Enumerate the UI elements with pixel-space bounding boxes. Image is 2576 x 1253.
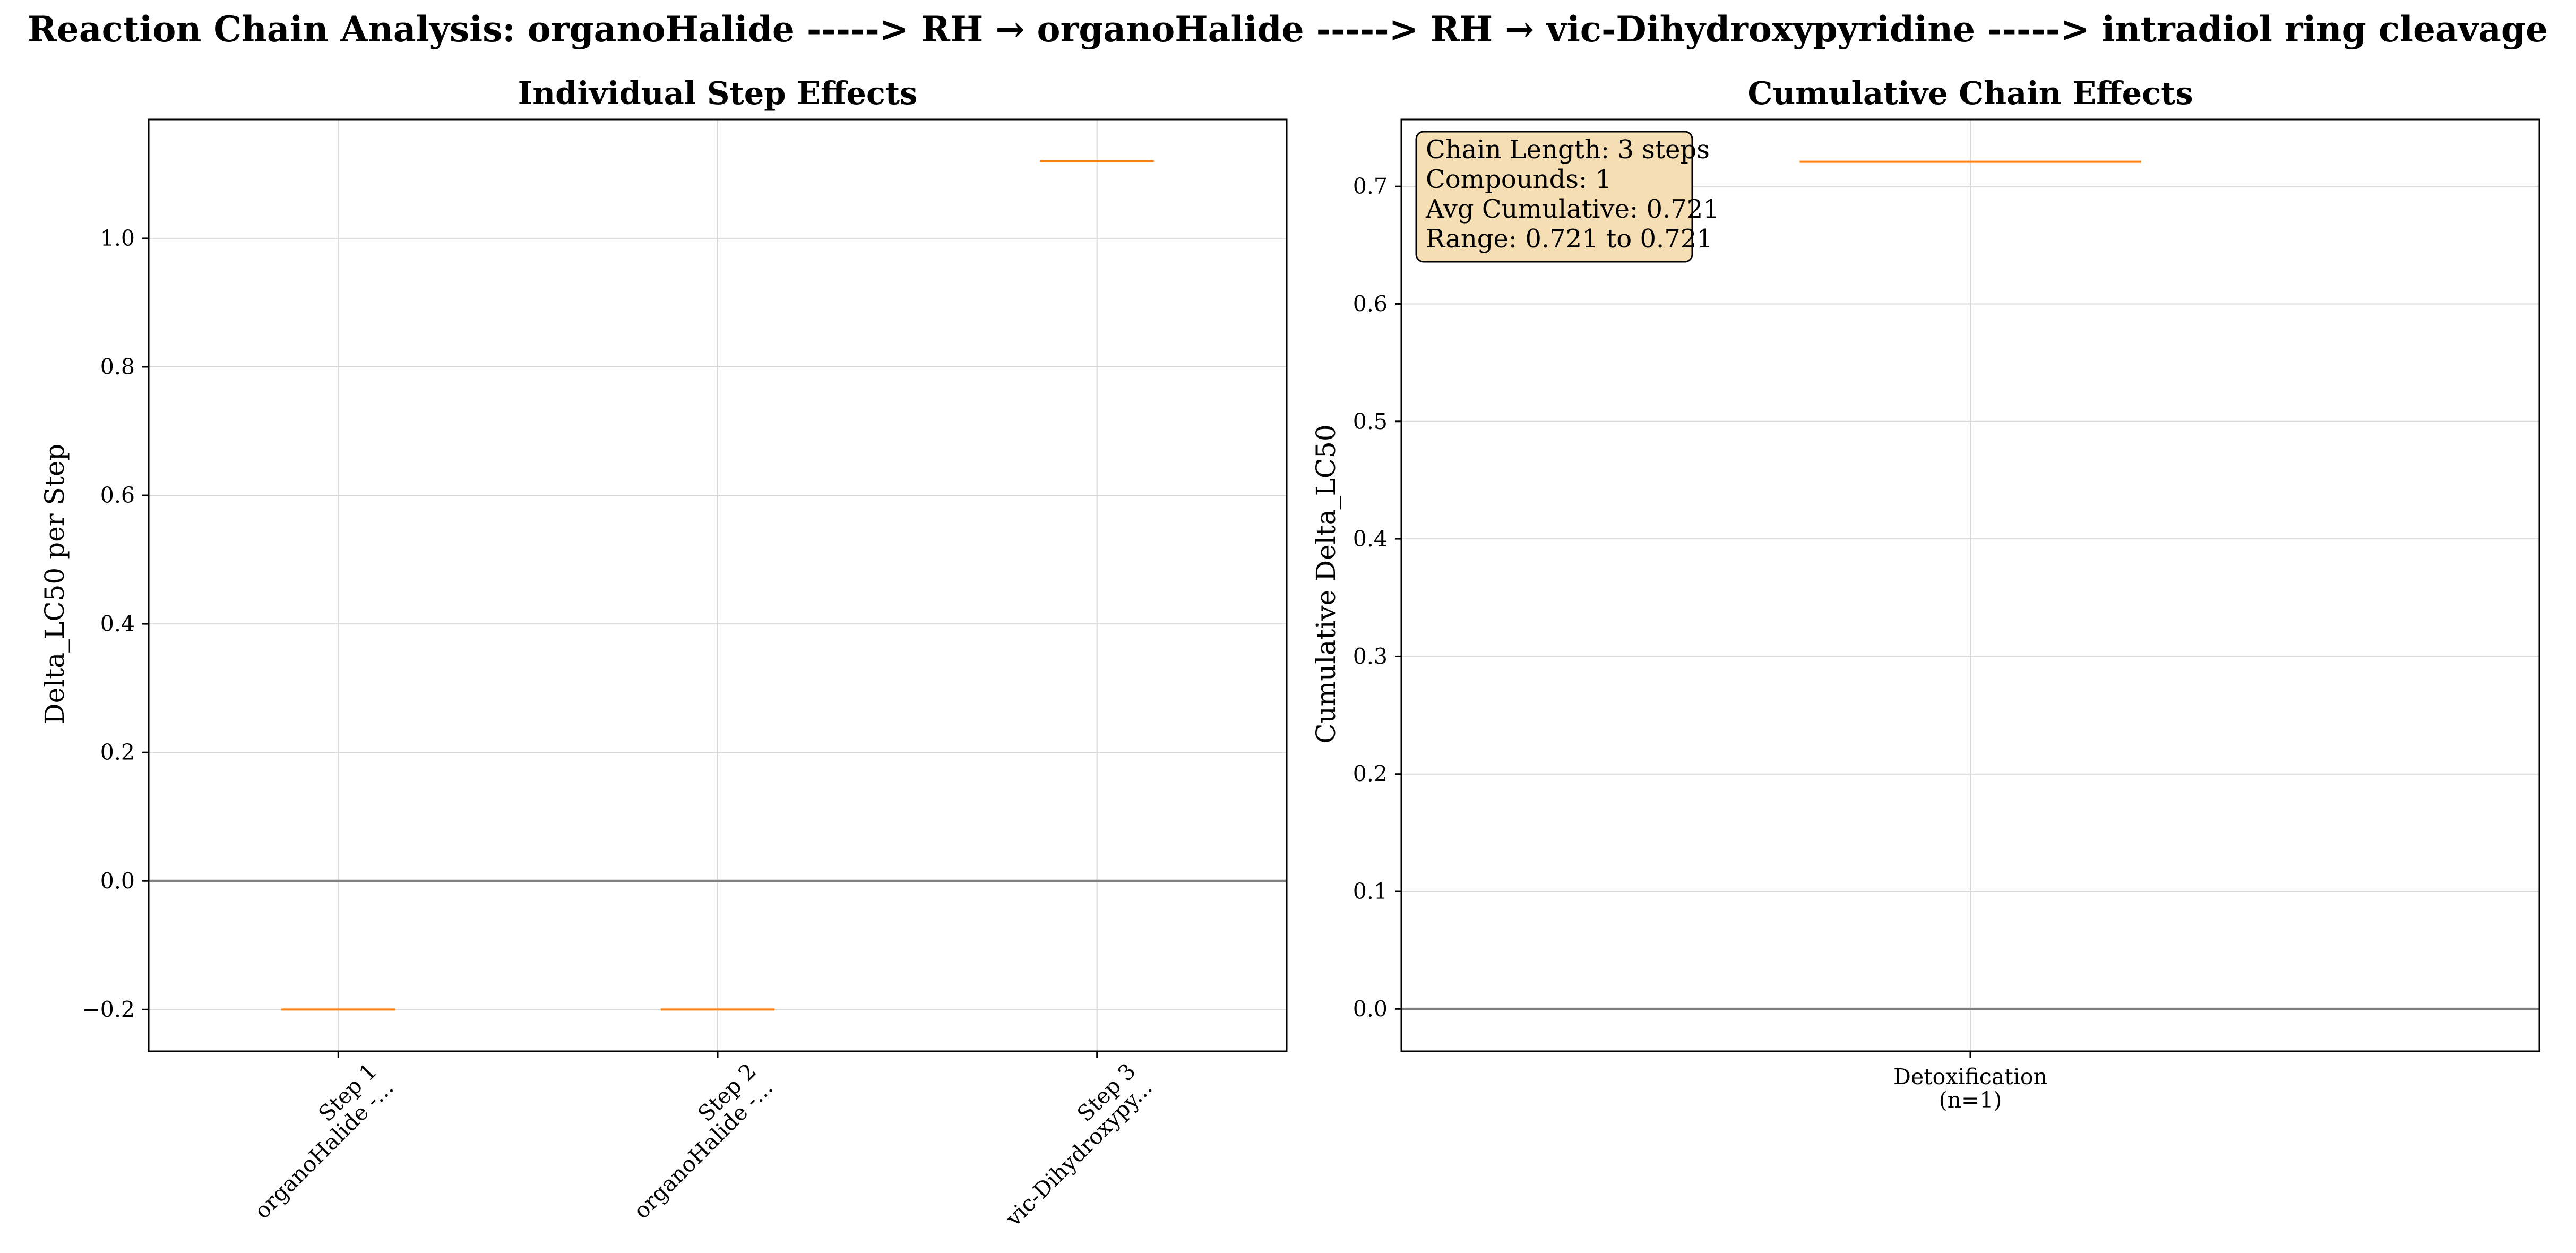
y-tick-label: 1.0 bbox=[100, 226, 135, 251]
x-tick-label-line2: organoHalide -... bbox=[249, 1075, 399, 1224]
x-axis: Detoxification(n=1) bbox=[1893, 1051, 2047, 1113]
y-axis-label: Cumulative Delta_LC50 bbox=[1311, 424, 1341, 743]
chart-title: Individual Step Effects bbox=[518, 75, 918, 111]
y-tick-label: 0.0 bbox=[1353, 996, 1388, 1022]
y-axis-label: Delta_LC50 per Step bbox=[39, 444, 70, 725]
x-tick-label-line1: Detoxification bbox=[1893, 1064, 2047, 1089]
x-tick-label-line2: (n=1) bbox=[1939, 1087, 2002, 1113]
grid bbox=[149, 119, 1287, 1051]
info-line-avg-cumulative: Avg Cumulative: 0.721 bbox=[1425, 194, 1719, 224]
y-tick-label: 0.5 bbox=[1353, 409, 1388, 434]
y-tick-label: 0.8 bbox=[100, 354, 135, 380]
y-tick-label: 0.6 bbox=[1353, 291, 1388, 316]
chart-cumulative-chain-effects: Cumulative Chain Effects Cumulative Delt… bbox=[1311, 75, 2540, 1113]
y-tick-label: 0.6 bbox=[100, 483, 135, 508]
y-tick-label: −0.2 bbox=[82, 997, 135, 1022]
y-axis: 0.0 0.1 0.2 0.3 0.4 0.5 0.6 0.7 bbox=[1353, 174, 1401, 1022]
info-line-range: Range: 0.721 to 0.721 bbox=[1426, 224, 1713, 254]
info-box-background bbox=[1415, 131, 1693, 263]
y-tick-label: 0.2 bbox=[1353, 761, 1388, 787]
y-tick-label: 0.4 bbox=[100, 611, 135, 637]
chart-title: Cumulative Chain Effects bbox=[1747, 75, 2193, 111]
figure-title: Reaction Chain Analysis: organoHalide --… bbox=[28, 8, 2548, 50]
box-marks bbox=[281, 160, 1154, 1011]
x-tick-label-line2: vic-Dihydroxypy... bbox=[1001, 1075, 1157, 1231]
info-line-compounds: Compounds: 1 bbox=[1426, 165, 1612, 194]
chart-individual-step-effects: Individual Step Effects Delta_LC50 per S… bbox=[39, 75, 1288, 1231]
info-box: Chain Length: 3 steps Compounds: 1 Avg C… bbox=[1415, 131, 1719, 263]
x-tick-label-line2: organoHalide -... bbox=[628, 1075, 778, 1224]
y-tick-label: 0.1 bbox=[1353, 879, 1388, 904]
x-tick-label: Step 3vic-Dihydroxypy... bbox=[1001, 1058, 1157, 1231]
plot-frame bbox=[1400, 118, 2540, 1052]
y-tick-label: 0.3 bbox=[1353, 643, 1388, 669]
info-line-chain-length: Chain Length: 3 steps bbox=[1426, 135, 1710, 165]
y-tick-label: 0.2 bbox=[100, 740, 135, 765]
plot-frame bbox=[148, 118, 1288, 1052]
y-tick-label: 0.4 bbox=[1353, 526, 1388, 552]
y-tick-label: 0.7 bbox=[1353, 174, 1388, 199]
y-tick-label: 0.0 bbox=[100, 868, 135, 894]
y-axis: −0.2 0.0 0.2 0.4 0.6 0.8 1.0 bbox=[82, 226, 149, 1022]
